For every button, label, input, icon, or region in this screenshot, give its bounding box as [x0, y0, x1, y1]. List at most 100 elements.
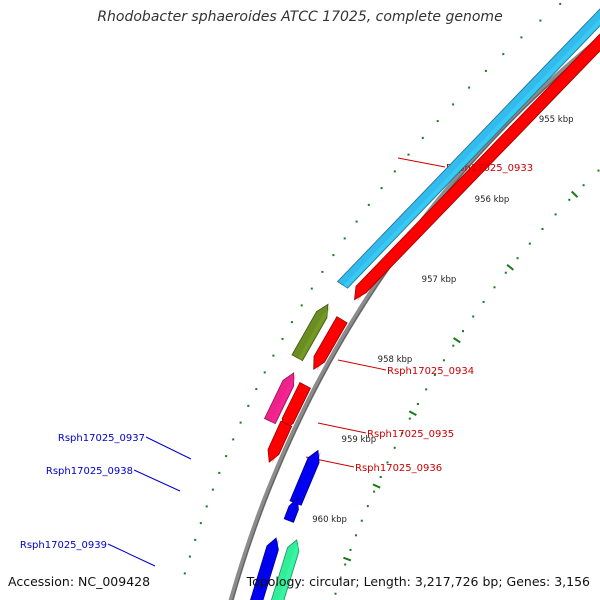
accession-text: Accession: NC_009428	[8, 574, 151, 589]
ruler-label: 955 kbp	[539, 115, 574, 125]
gene-label-leader	[133, 469, 181, 492]
gene-arrow[interactable]	[245, 537, 279, 600]
ruler-label: 956 kbp	[475, 195, 510, 205]
outer-tick	[393, 170, 396, 173]
genome-title: Rhodobacter sphaeroides ATCC 17025, comp…	[97, 9, 503, 25]
outer-tick	[232, 438, 235, 441]
gene-arrow[interactable]	[263, 372, 295, 425]
ruler-label: 957 kbp	[422, 275, 457, 285]
ruler-minor-tick	[433, 373, 436, 376]
ruler-major-tick	[343, 556, 352, 562]
outer-tick	[343, 237, 346, 240]
ruler-minor-tick	[452, 344, 455, 347]
gene-arrow[interactable]	[336, 0, 600, 289]
outer-tick	[436, 120, 439, 123]
outer-tick	[272, 354, 275, 357]
ruler-major-tick	[571, 190, 579, 198]
outer-tick	[468, 86, 471, 89]
gene-label-leader	[397, 157, 446, 168]
ruler-minor-tick	[582, 184, 585, 187]
ruler-minor-tick	[401, 432, 404, 435]
ruler-minor-tick	[355, 534, 357, 537]
gene-label[interactable]: Rsph17025_0935	[367, 429, 454, 440]
gene-arrow-highlight	[296, 451, 321, 505]
outer-tick	[310, 287, 313, 290]
outer-tick	[484, 69, 487, 72]
ruler-minor-tick	[386, 461, 389, 464]
outer-tick	[225, 455, 228, 458]
ruler-minor-tick	[442, 359, 445, 362]
gene-label[interactable]: Rsph17025_0934	[387, 366, 474, 377]
gene-arrow[interactable]	[265, 539, 300, 600]
ruler-minor-tick	[568, 198, 571, 201]
gene-label[interactable]: Rsph17025_0937	[58, 433, 145, 444]
ruler-label: 959 kbp	[342, 435, 377, 445]
ruler-minor-tick	[344, 563, 347, 566]
gene-label-leader	[145, 436, 192, 460]
gene-arrow[interactable]	[291, 303, 329, 362]
gene-label[interactable]: Rsph17025_0933	[446, 163, 533, 174]
outer-tick	[263, 371, 266, 374]
ruler-minor-tick	[516, 257, 519, 260]
ruler-minor-tick	[528, 242, 531, 245]
outer-tick	[452, 103, 455, 106]
gene-arrow-highlight	[316, 320, 347, 371]
gene-arrow-highlight	[298, 305, 331, 361]
ruler-minor-tick	[597, 169, 600, 172]
genome-backbone	[228, 35, 600, 600]
ruler-minor-tick	[472, 315, 475, 318]
ruler-minor-tick	[360, 519, 363, 522]
gene-label-leader	[107, 543, 156, 567]
ruler-label: 958 kbp	[378, 355, 413, 365]
gene-arrow-highlight	[289, 499, 300, 522]
outer-tick	[407, 153, 410, 156]
ruler-minor-tick	[462, 330, 464, 333]
ruler-minor-tick	[425, 388, 428, 391]
outer-tick	[321, 270, 324, 273]
ruler-major-tick	[453, 337, 461, 344]
outer-tick	[559, 2, 562, 5]
gene-label[interactable]: Rsph17025_0939	[20, 540, 107, 551]
ruler-minor-tick	[366, 505, 369, 508]
gene-arrow-highlight	[278, 540, 300, 600]
outer-tick	[255, 388, 258, 391]
gene-arrow-highlight	[343, 18, 600, 288]
outer-tick	[520, 36, 523, 39]
gene-arrow-highlight	[270, 374, 297, 424]
gene-arrow[interactable]	[267, 420, 293, 463]
gene-arrow-highlight	[285, 385, 310, 433]
outer-tick	[332, 254, 335, 257]
gene-arrow-highlight	[357, 43, 600, 302]
outer-tick	[239, 421, 242, 424]
ruler-major-tick	[408, 410, 417, 416]
outer-tick	[300, 304, 303, 307]
ruler-minor-tick	[416, 403, 419, 405]
outer-tick	[188, 555, 191, 558]
outer-tick	[194, 538, 197, 541]
gene-label[interactable]: Rsph17025_0938	[46, 466, 133, 477]
outer-tick	[281, 337, 284, 340]
outer-tick	[211, 488, 214, 491]
gene-arrow[interactable]	[289, 449, 320, 506]
gene-arrow[interactable]	[283, 497, 299, 523]
outer-tick	[247, 404, 250, 407]
outer-tick	[355, 220, 358, 223]
gene-arrow[interactable]	[354, 0, 600, 301]
gene-arrow[interactable]	[313, 316, 348, 371]
ruler-minor-tick	[541, 228, 544, 230]
gene-label[interactable]: Rsph17025_0936	[355, 463, 442, 474]
outer-tick	[218, 471, 221, 474]
ruler-minor-tick	[339, 578, 342, 581]
ruler-minor-tick	[504, 271, 507, 274]
ruler-minor-tick	[349, 548, 352, 551]
ruler-minor-tick	[554, 213, 557, 216]
ruler-minor-tick	[379, 476, 382, 478]
outer-tick	[199, 522, 202, 525]
ruler-major-tick	[372, 483, 381, 489]
gene-arrow-highlight	[257, 539, 279, 600]
gene-label-leader	[337, 359, 387, 371]
ruler-label: 960 kbp	[312, 515, 347, 525]
ruler-minor-tick	[393, 446, 396, 449]
